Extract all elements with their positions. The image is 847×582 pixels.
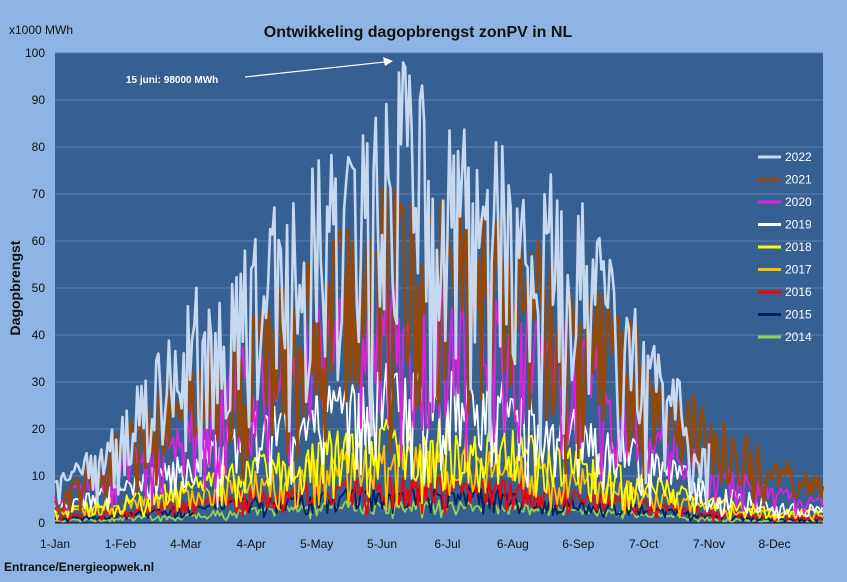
annotation: 15 juni: 98000 MWh (126, 57, 393, 86)
legend-label-2020: 2020 (785, 195, 812, 209)
x-tick-label: 4-Apr (237, 537, 266, 551)
series-lines (53, 61, 825, 524)
y-axis-ticks: 0 10 20 30 40 50 60 70 80 90 100 (25, 46, 45, 530)
y-tick-label: 20 (32, 422, 46, 436)
x-tick-label: 6-Aug (497, 537, 529, 551)
unit-label: x1000 MWh (9, 23, 73, 37)
y-tick-label: 70 (32, 187, 46, 201)
series-line-2022 (54, 61, 711, 506)
y-axis-label: Dagopbrengst (7, 240, 23, 335)
x-tick-label: 1-Feb (105, 537, 137, 551)
x-tick-label: 5-May (300, 537, 333, 551)
legend-label-2019: 2019 (785, 218, 812, 232)
x-tick-label: 8-Dec (758, 537, 790, 551)
legend-label-2017: 2017 (785, 263, 812, 277)
x-tick-label: 4-Mar (170, 537, 201, 551)
annotation-arrow-line (244, 61, 386, 78)
y-tick-label: 90 (32, 93, 46, 107)
legend-label-2018: 2018 (785, 240, 812, 254)
source-text: Entrance/Energieopwek.nl (4, 560, 154, 574)
x-tick-label: 6-Sep (562, 537, 594, 551)
y-tick-label: 30 (32, 375, 46, 389)
y-tick-label: 60 (32, 234, 46, 248)
x-axis-ticks: 1-Jan 1-Feb 4-Mar 4-Apr 5-May 5-Jun 6-Jul 6-Aug… (40, 537, 790, 551)
series-line-2015 (54, 485, 824, 523)
annotation-text: 15 juni: 98000 MWh (126, 75, 218, 86)
y-tick-label: 100 (25, 46, 45, 60)
y-tick-label: 80 (32, 140, 46, 154)
y-tick-label: 0 (38, 516, 45, 530)
y-tick-label: 50 (32, 281, 46, 295)
annotation-arrow-head (383, 57, 393, 66)
legend-label-2016: 2016 (785, 285, 812, 299)
x-tick-label: 1-Jan (40, 537, 70, 551)
legend: 2022 2021 2020 2019 2018 2017 2016 2015 2014 (758, 150, 812, 344)
legend-label-2022: 2022 (785, 150, 812, 164)
chart-title: Ontwikkeling dagopbrengst zonPV in NL (264, 24, 573, 41)
legend-label-2014: 2014 (785, 330, 812, 344)
x-tick-label: 5-Jun (367, 537, 397, 551)
x-tick-label: 7-Nov (693, 537, 725, 551)
legend-label-2021: 2021 (785, 173, 812, 187)
legend-label-2015: 2015 (785, 308, 812, 322)
y-tick-label: 10 (32, 469, 46, 483)
x-tick-label: 6-Jul (434, 537, 460, 551)
x-tick-label: 7-Oct (629, 537, 659, 551)
y-tick-label: 40 (32, 328, 46, 342)
